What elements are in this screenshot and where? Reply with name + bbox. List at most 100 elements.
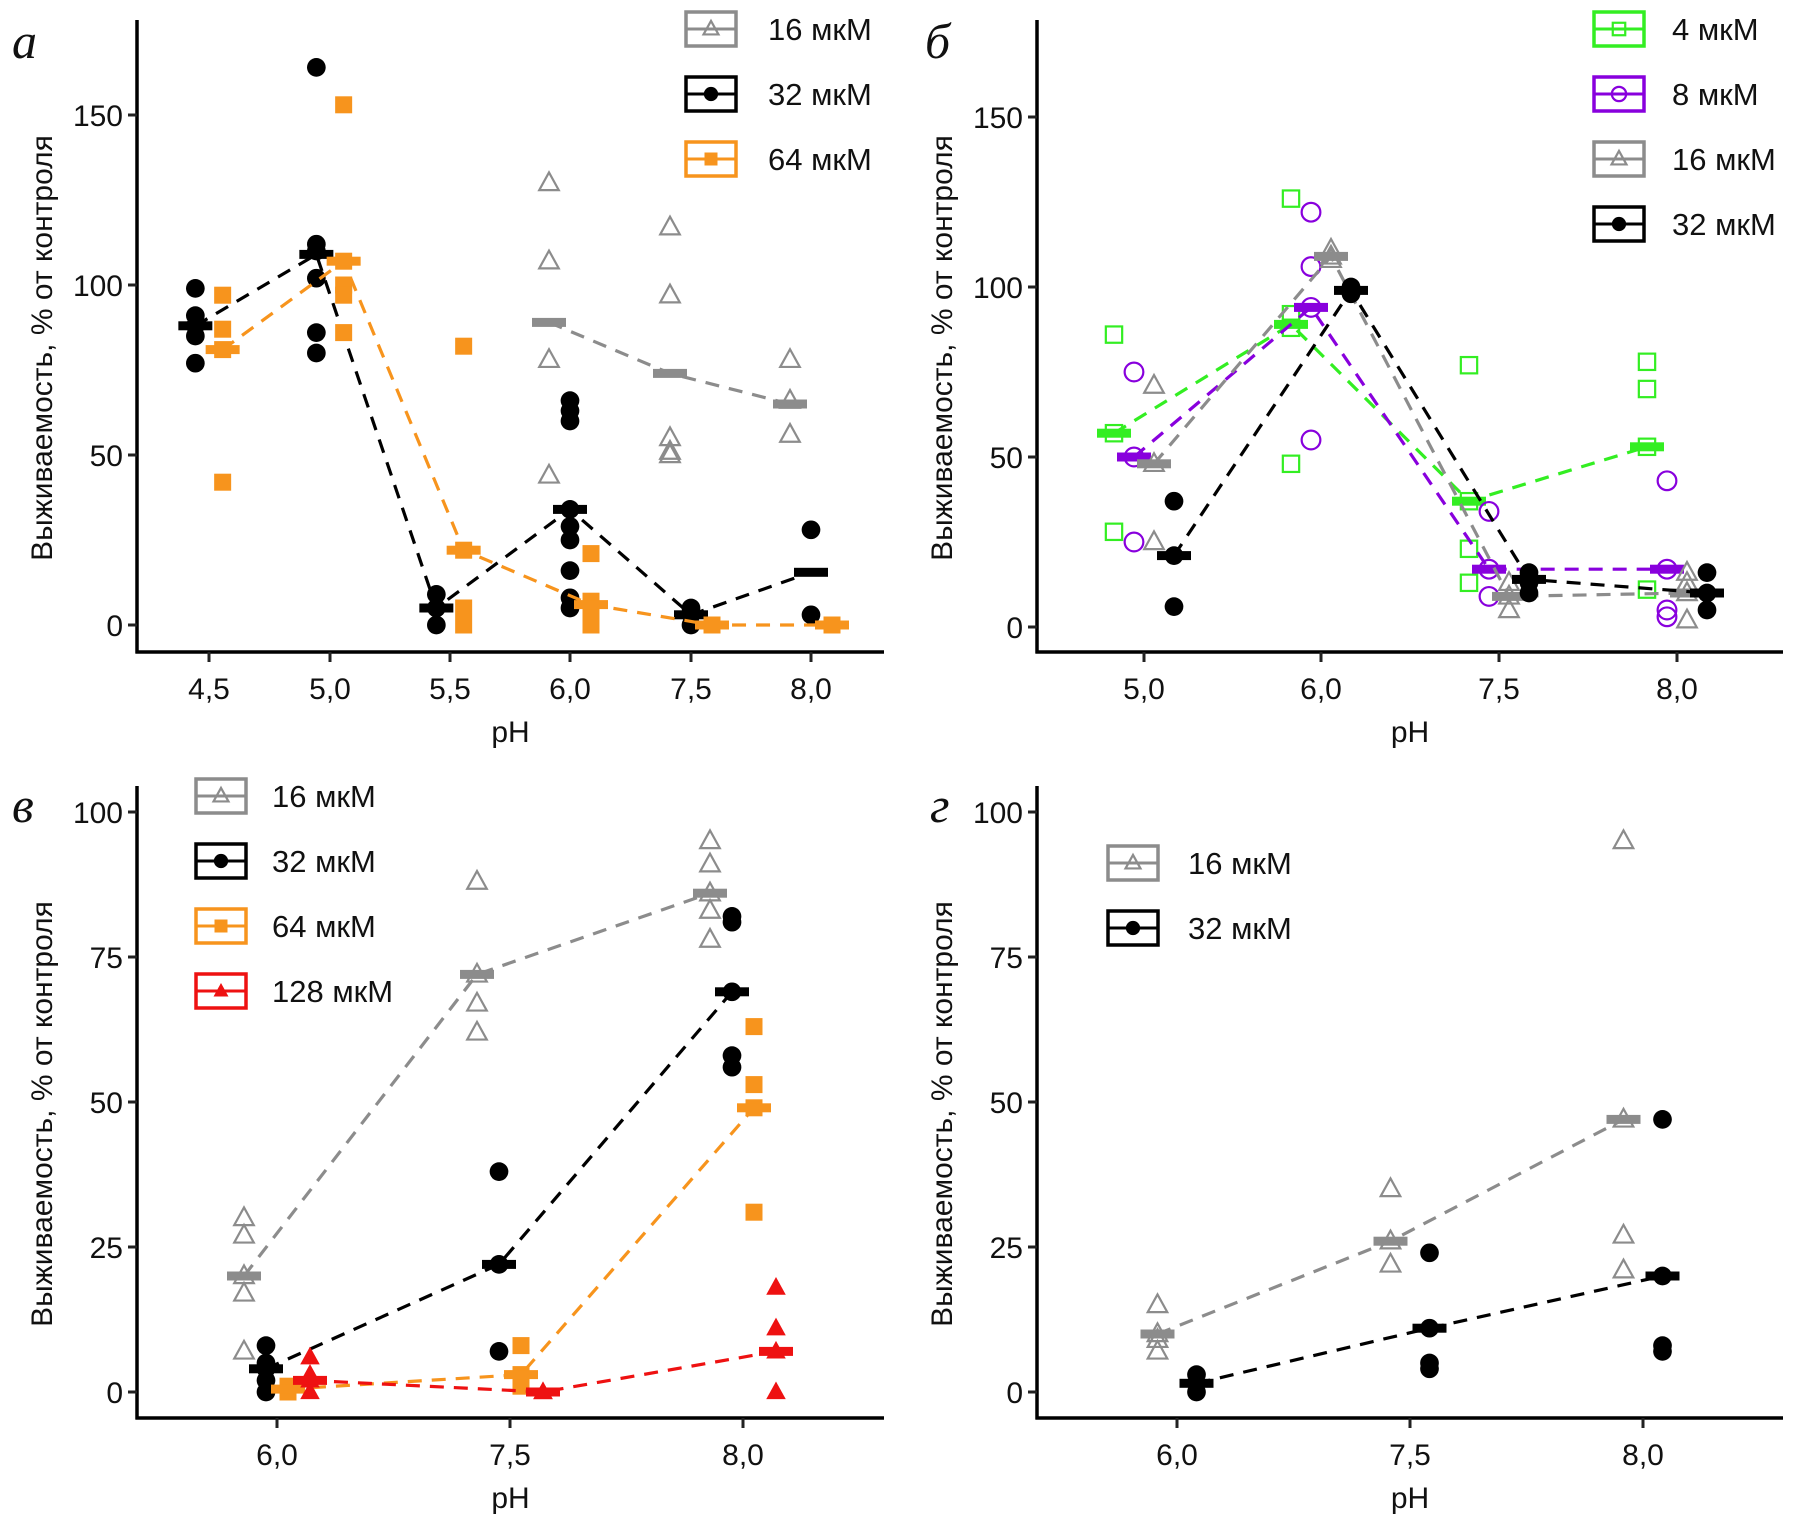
data-point	[1420, 1359, 1439, 1379]
data-point	[698, 897, 722, 919]
data-point	[560, 411, 580, 431]
data-point	[658, 282, 682, 304]
panel-b: б 0 50 100 150 5,0 6,0 7,5 8,0 pH Выживаемость, % …	[925, 10, 1783, 749]
legend-marker-icon	[704, 152, 718, 166]
median-bar	[227, 1271, 261, 1281]
data-point	[335, 286, 353, 304]
data-point	[1164, 491, 1184, 511]
data-point	[214, 286, 232, 304]
data-point	[778, 346, 802, 369]
y-axis-title: Выживаемость, % от контроля	[926, 901, 959, 1327]
median-bar	[482, 1259, 516, 1269]
data-point	[455, 337, 473, 355]
data-point	[1611, 828, 1636, 850]
data-point	[778, 421, 802, 443]
legend-label: 128 мкМ	[272, 974, 393, 1009]
x-tick-label: 8,0	[1622, 1439, 1664, 1472]
median-bar	[446, 545, 481, 555]
legend-item: 32 мкМ	[194, 842, 376, 880]
data-point	[801, 520, 821, 540]
median-bar	[553, 504, 587, 514]
data-point	[307, 323, 326, 342]
median-bar	[326, 256, 361, 266]
median-line	[1113, 322, 1648, 504]
y-tick-label: 100	[73, 270, 123, 303]
x-tick-label: 5,0	[309, 673, 351, 706]
median-bar	[178, 321, 213, 331]
median-bar	[1606, 1114, 1641, 1124]
y-tick-label: 75	[90, 942, 123, 975]
x-tick-label: 7,5	[1478, 673, 1520, 706]
data-point	[1611, 1257, 1636, 1279]
y-tick-label: 50	[90, 1087, 123, 1120]
median-bar	[773, 399, 807, 409]
median-bar	[693, 888, 727, 898]
median-bar	[1137, 459, 1171, 469]
y-tick-label: 0	[106, 610, 123, 643]
median-bar	[759, 1346, 793, 1356]
legend-item: 4 мкМ	[1592, 10, 1759, 48]
x-tick-label: 8,0	[1656, 673, 1698, 706]
data-point	[1104, 522, 1124, 542]
data-point	[1104, 325, 1124, 344]
x-axis-title: pH	[491, 1482, 529, 1515]
median-bar	[271, 1384, 305, 1394]
median-bar	[1650, 564, 1684, 574]
median-bar	[1140, 1329, 1175, 1339]
data-point	[214, 320, 232, 338]
panel-label: г	[930, 777, 950, 833]
data-point	[1637, 352, 1657, 372]
legend-label: 32 мкМ	[768, 77, 872, 112]
y-tick-label: 50	[990, 1087, 1023, 1120]
data-point	[1459, 355, 1479, 375]
data-point	[1656, 606, 1678, 628]
data-point	[658, 442, 682, 464]
y-tick-label: 25	[90, 1232, 123, 1265]
data-point	[1697, 600, 1717, 620]
data-point	[335, 324, 353, 342]
data-point	[1656, 599, 1678, 621]
legend-item: 8 мкМ	[1592, 75, 1759, 113]
median-line	[1196, 1274, 1663, 1385]
data-point	[801, 605, 821, 625]
median-line	[221, 258, 832, 627]
y-tick-label: 25	[990, 1232, 1023, 1265]
median-bar	[299, 249, 334, 259]
median-line	[1132, 305, 1667, 571]
x-tick-label: 8,0	[722, 1439, 764, 1472]
data-point	[214, 473, 232, 491]
legend-marker-icon	[1609, 148, 1629, 166]
legend-marker-icon	[1611, 21, 1627, 37]
data-point	[1300, 429, 1322, 451]
data-point	[489, 1162, 509, 1181]
x-tick-label: 8,0	[790, 673, 832, 706]
data-point	[560, 530, 580, 550]
legend-label: 16 мкМ	[1672, 142, 1776, 177]
data-point	[1697, 563, 1717, 582]
x-tick-label: 7,5	[670, 673, 712, 706]
median-line	[1152, 253, 1688, 599]
y-tick-label: 0	[1006, 1377, 1023, 1410]
data-point	[256, 1382, 276, 1402]
data-point	[766, 1381, 786, 1400]
legend-label: 64 мкМ	[272, 909, 376, 944]
data-point	[537, 248, 561, 270]
x-tick-label: 7,5	[1389, 1439, 1431, 1472]
data-point	[560, 561, 580, 580]
data-point	[1420, 1243, 1439, 1263]
data-point	[307, 343, 326, 363]
data-point	[1281, 454, 1301, 474]
x-tick-label: 7,5	[489, 1439, 531, 1472]
data-point	[537, 346, 561, 369]
data-point	[1123, 531, 1145, 553]
data-point	[1378, 1176, 1403, 1198]
series-32-мкМ	[1179, 1110, 1680, 1402]
y-tick-label: 100	[973, 797, 1023, 830]
data-point	[1459, 539, 1479, 559]
data-point	[537, 462, 561, 484]
median-bar	[1097, 428, 1131, 438]
data-point	[307, 58, 326, 77]
data-point	[232, 1222, 256, 1244]
median-line	[242, 891, 711, 1277]
